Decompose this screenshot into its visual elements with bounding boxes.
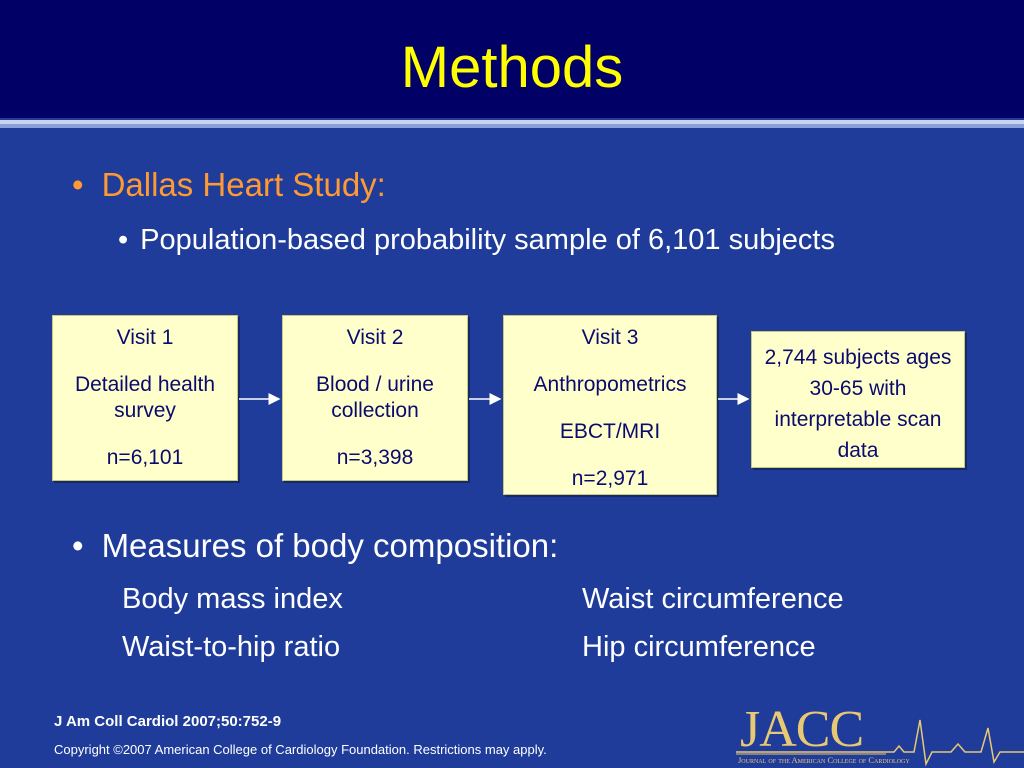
measures-bullet: • Measures of body composition: — [72, 527, 558, 565]
visit3-n: n=2,971 — [571, 467, 649, 490]
measure-item: Waist circumference — [582, 583, 844, 615]
jacc-wordmark: JACC — [740, 701, 864, 758]
title-bar — [0, 0, 1024, 118]
visit2-desc: Blood / urine collection — [316, 373, 434, 422]
title-divider — [0, 120, 1024, 124]
bullet-dot: • — [72, 166, 84, 203]
result-text: 2,744 subjects ages 30-65 with interpret… — [764, 346, 952, 462]
result-box: 2,744 subjects ages 30-65 with interpret… — [751, 331, 965, 468]
measure-item: Body mass index — [122, 583, 343, 615]
study-detail: Population-based probability sample of 6… — [140, 224, 835, 256]
visit3-desc1: Anthropometrics — [533, 373, 687, 396]
citation: J Am Coll Cardiol 2007;50:752-9 — [54, 713, 282, 730]
visit1-title: Visit 1 — [116, 326, 174, 349]
measure-item: Hip circumference — [582, 631, 816, 663]
title-divider-shadow — [0, 124, 1024, 128]
slide-title: Methods — [400, 35, 624, 100]
study-bullet: • Dallas Heart Study: — [72, 166, 386, 204]
bullet-dot: • — [118, 224, 129, 256]
jacc-logo: JACC Journal of the American College of … — [736, 700, 1024, 768]
visit1-desc: Detailed health survey — [74, 373, 216, 422]
study-sub-bullet: • Population-based probability sample of … — [118, 224, 835, 257]
measure-item: Waist-to-hip ratio — [122, 631, 341, 663]
study-heading: Dallas Heart Study: — [101, 166, 386, 203]
bullet-dot: • — [72, 527, 84, 564]
visit3-title: Visit 3 — [581, 326, 639, 349]
copyright-notice: Copyright ©2007 American College of Card… — [54, 742, 547, 757]
visit2-n: n=3,398 — [336, 446, 414, 469]
visit1-n: n=6,101 — [106, 446, 184, 469]
jacc-subtitle: Journal of the American College of Cardi… — [738, 755, 910, 765]
measures-heading: Measures of body composition: — [101, 527, 559, 564]
visit2-title: Visit 2 — [346, 326, 404, 349]
visit3-desc2: EBCT/MRI — [559, 420, 661, 443]
visit3-box: Visit 3 Anthropometrics EBCT/MRI n=2,971 — [503, 315, 717, 495]
visit1-box: Visit 1 Detailed health survey n=6,101 — [52, 315, 238, 481]
ekg-trace-icon — [736, 719, 1024, 767]
visit2-box: Visit 2 Blood / urine collection n=3,398 — [282, 315, 468, 481]
